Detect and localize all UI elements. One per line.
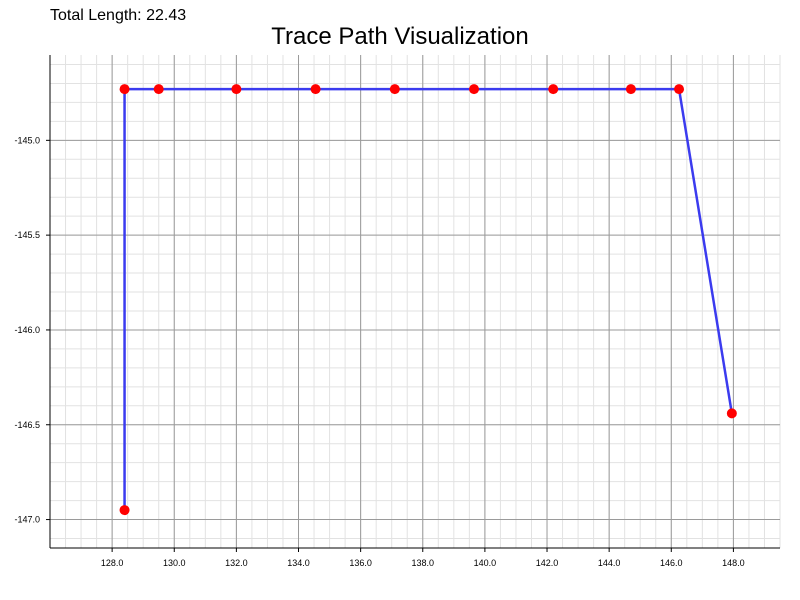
trace-point (548, 84, 559, 95)
series-points (119, 84, 737, 516)
y-tick-label: -146.5 (14, 420, 40, 430)
series-lines (123, 87, 734, 511)
trace-point (625, 84, 636, 95)
major-grid (50, 55, 780, 548)
minor-grid (49, 55, 781, 548)
x-tick-label: 144.0 (598, 558, 621, 568)
x-tick-label: 134.0 (287, 558, 310, 568)
chart-title: Trace Path Visualization (271, 23, 528, 50)
trace-point (389, 84, 400, 95)
x-tick-label: 128.0 (101, 558, 124, 568)
x-tick-label: 136.0 (349, 558, 372, 568)
x-tick-label: 142.0 (536, 558, 559, 568)
axes (46, 55, 780, 552)
y-tick-label: -147.0 (14, 515, 40, 525)
x-tick-label: 148.0 (722, 558, 745, 568)
trace-point (674, 84, 685, 95)
y-tick-label: -145.5 (14, 230, 40, 240)
x-tick-label: 140.0 (474, 558, 497, 568)
x-tick-label: 132.0 (225, 558, 248, 568)
trace-point (726, 408, 737, 419)
trace-point (231, 84, 242, 95)
y-tick-label: -145.0 (14, 135, 40, 145)
trace-point (310, 84, 321, 95)
x-tick-label: 146.0 (660, 558, 683, 568)
trace-point (469, 84, 480, 95)
trace-path-line (123, 87, 734, 511)
total-length-label: Total Length: 22.43 (50, 7, 187, 24)
x-tick-label: 138.0 (412, 558, 435, 568)
trace-point (153, 84, 164, 95)
trace-point (119, 84, 130, 95)
y-tick-label: -146.0 (14, 325, 40, 335)
trace-point (119, 505, 130, 516)
y-tick-labels: -145.0 -145.5 -146.0 -146.5 -147.0 (14, 135, 40, 524)
x-tick-label: 130.0 (163, 558, 186, 568)
x-tick-labels: 128.0 130.0 132.0 134.0 136.0 138.0 140.0 142.0… (101, 558, 745, 568)
